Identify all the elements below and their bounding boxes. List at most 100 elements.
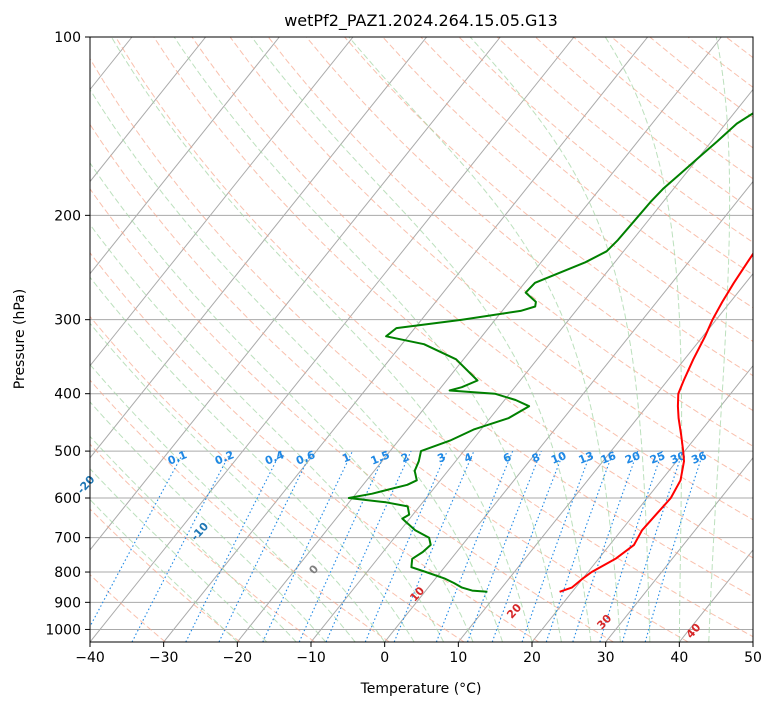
moist-adiabat-line [90,88,503,642]
isotherm-line [90,37,354,367]
isotherm-line [752,641,753,642]
mixing-ratio-line [599,450,663,642]
moist-adiabat-line [90,363,356,642]
y-tick-label: 200 [54,208,81,224]
dry-adiabat-label: 40 [684,621,704,641]
dry-adiabat-line [90,443,315,642]
mixing-ratio-line [545,450,614,642]
temperature-profile [559,252,753,593]
y-axis-label: Pressure (hPa) [12,289,28,389]
dry-adiabat-line [306,37,753,412]
mixing-ratio-label: 30 [669,449,688,467]
dry-adiabat-label: 30 [594,612,614,632]
dry-adiabat-line [764,37,775,642]
mixing-ratio-line [185,450,282,642]
isotherm-line [605,457,753,642]
mixing-ratio-line [90,450,185,628]
y-tick-label: 1000 [45,622,81,638]
background-lines [0,37,775,642]
isotherm-line [384,180,753,642]
x-tick-label: 20 [523,650,541,666]
isotherm-line [457,272,753,642]
dry-adiabat-line [191,37,753,521]
mixing-ratio-line [435,450,514,642]
mixing-ratio-line [644,450,705,642]
y-tick-label: 600 [54,491,81,507]
x-tick-label: 50 [744,650,762,666]
dry-adiabat-label: 10 [407,584,427,604]
isotherm-line [531,364,753,642]
mixing-ratio-line [572,450,639,642]
dry-adiabat-line [90,573,166,642]
x-tick-label: −20 [223,650,253,666]
isotherm-line [0,37,58,642]
moist-adiabat-line [110,37,533,642]
moist-adiabat-line [90,435,297,642]
x-tick-label: 0 [380,650,389,666]
moist-adiabat-line [251,37,592,642]
dry-adiabat-line [90,252,540,642]
mixing-ratio-line [491,450,565,642]
y-tick-label: 300 [54,313,81,329]
mixing-ratio-line [521,450,592,642]
isotherm-line [90,37,428,459]
x-tick-label: 10 [449,650,467,666]
mixing-ratio-line [325,450,412,642]
dry-adiabat-line [90,379,390,642]
moist-adiabat-line [90,162,474,642]
x-axis: −40 −30 −20 −10 0 10 20 30 40 50 [75,642,762,666]
y-tick-label: 100 [54,30,81,46]
dry-adiabat-line [382,37,753,343]
mixing-ratio-line [131,450,232,642]
y-tick-label: 500 [54,444,81,460]
x-tick-label: −40 [75,650,105,666]
y-axis: 100 200 300 400 500 600 700 800 900 1000 [45,30,90,638]
moist-adiabat-line [90,401,327,642]
isotherm-line [90,37,501,551]
mixing-ratio-label: 36 [689,449,708,467]
moist-adiabat-line [604,37,683,642]
dry-adiabat-label: 0 [306,562,321,577]
mixing-ratio-label: 16 [599,449,618,467]
mixing-ratio-label: 2 [399,450,411,465]
moist-adiabat-line [90,223,445,642]
mixing-ratio-label: 6 [501,450,513,465]
moist-adiabat-line [348,37,621,642]
isotherm-line [90,37,575,642]
y-tick-label: 400 [54,387,81,403]
dry-adiabat-line [90,188,614,642]
mixing-ratio-label: 10 [549,449,568,467]
y-tick-label: 800 [54,565,81,581]
moist-adiabat-line [90,276,415,642]
x-tick-label: 30 [597,650,615,666]
mixing-ratio-line [393,450,475,642]
mixing-ratio-line [218,450,313,642]
chart-title: wetPf2_PAZ1.2024.264.15.05.G13 [284,11,558,31]
y-tick-label: 900 [54,595,81,611]
dry-adiabat-line [90,315,465,642]
isotherm-line [236,37,722,642]
moist-adiabat-line [469,37,651,642]
dry-adiabat-line [229,37,753,484]
dewpoint-profile [347,112,753,593]
x-tick-label: −30 [149,650,179,666]
mixing-ratio-line [621,450,684,642]
dry-adiabat-line [267,37,753,447]
mixing-ratio-label: 20 [623,449,642,467]
dry-adiabat-line [649,37,753,118]
mixing-ratio-line [466,450,542,642]
dry-adiabat-line [611,37,753,149]
x-axis-label: Temperature (°C) [360,681,482,697]
dry-adiabat-line [153,37,753,559]
mixing-ratio-label: 13 [577,449,596,467]
x-tick-label: −10 [296,650,326,666]
dry-adiabat-line [344,37,753,377]
moist-adiabat-line [90,322,386,642]
y-tick-label: 700 [54,531,81,547]
isotherm-line [310,88,753,642]
mixing-ratio-label: 3 [436,450,448,465]
sounding-profiles [347,112,753,593]
moist-adiabat-line [708,37,731,642]
mixing-ratio-label: 8 [530,450,542,465]
